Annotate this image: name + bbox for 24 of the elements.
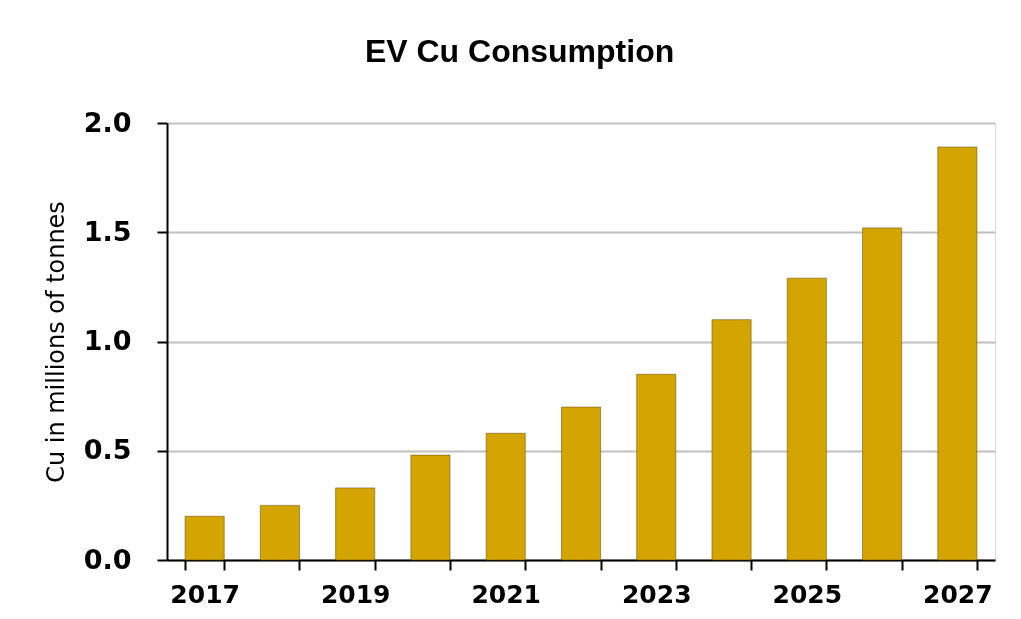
bar (260, 505, 300, 561)
x-tick-label: 2019 (320, 579, 391, 609)
bar (711, 319, 752, 561)
x-tick-label: 2025 (772, 579, 843, 609)
bar (636, 374, 677, 561)
y-tick-label: 0.5 (83, 434, 132, 466)
chart-title: EV Cu Consumption (364, 33, 675, 69)
bar (410, 454, 451, 561)
y-tick-label: 1.0 (83, 325, 132, 356)
x-tick-label: 2027 (923, 579, 993, 609)
y-tick-label: 2.0 (83, 106, 132, 138)
bar (184, 516, 225, 561)
y-tick-label: 1.5 (83, 215, 132, 247)
bar (485, 433, 526, 561)
bar (335, 487, 375, 561)
bar (787, 277, 827, 561)
bar (937, 146, 978, 561)
x-tick-label: 2021 (471, 579, 542, 609)
x-tick-label: 2017 (170, 579, 240, 609)
bar (862, 227, 902, 561)
y-axis-title: Cu in millions of tonnes (41, 201, 70, 483)
bar (561, 406, 601, 561)
y-tick-label: 0.0 (83, 543, 132, 575)
x-tick-label: 2023 (621, 579, 692, 609)
